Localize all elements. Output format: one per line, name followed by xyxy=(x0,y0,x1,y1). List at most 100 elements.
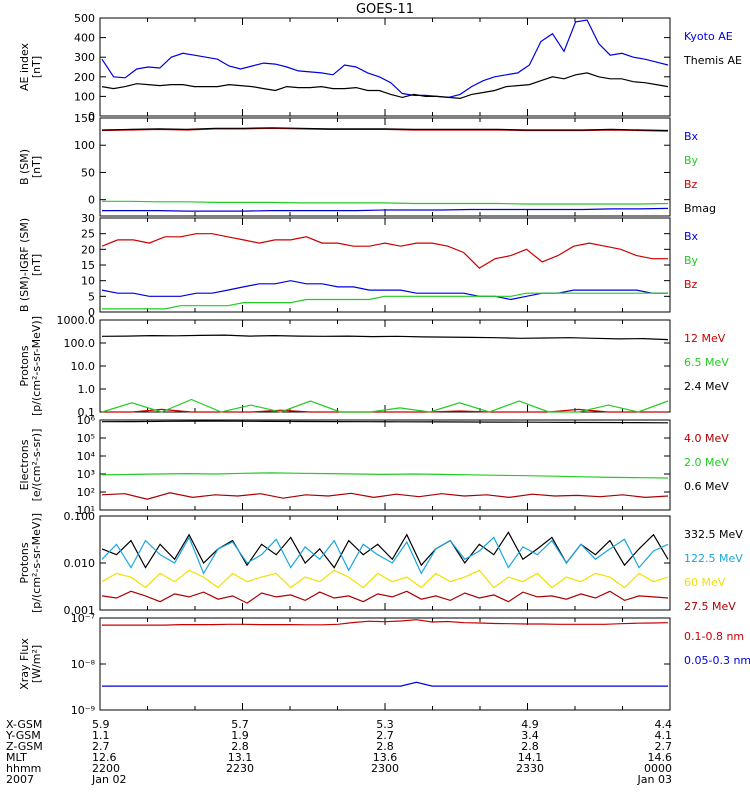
x-row-value: Jan 02 xyxy=(91,773,126,786)
y-axis-label-line: Protons xyxy=(18,542,31,583)
legend-entry: By xyxy=(684,154,699,167)
y-tick-label: 0 xyxy=(88,306,95,319)
x-row-value: 2.8 xyxy=(521,740,539,753)
y-axis-label: Protons[p/(cm²-s-sr-MeV)] xyxy=(18,316,43,416)
x-row-value: 0000 xyxy=(644,762,672,775)
legend-entry: Bx xyxy=(684,230,699,243)
x-row-value: 5.9 xyxy=(92,718,110,731)
y-axis-label: AE index[nT] xyxy=(18,42,43,91)
x-row-value: 3.4 xyxy=(521,729,539,742)
y-tick-label: 200 xyxy=(74,71,95,84)
y-tick-label: 0.001 xyxy=(64,604,96,617)
y-axis-label-line: [W/m²] xyxy=(30,645,43,683)
series-line-60-mev xyxy=(101,569,669,589)
legend-entry: 27.5 MeV xyxy=(684,600,736,613)
y-tick-label: 10¹ xyxy=(77,504,95,517)
panel-2: 0 50 100 150 B (SM)[nT] Bx By Bz Bmag xyxy=(18,112,716,217)
series-line-themis-ae xyxy=(101,72,669,100)
y-tick-label: 25 xyxy=(81,228,95,241)
y-axis-label-line: [e/(cm²-s-sr)] xyxy=(30,429,43,502)
y-tick-label: 10² xyxy=(77,486,95,499)
x-row-value: 2.7 xyxy=(376,729,394,742)
y-axis-label-line: [nT] xyxy=(30,156,43,178)
panel-6: 0.001 0.010 0.100 Protons[p/(cm²-s-sr-MeV)]… xyxy=(18,510,743,617)
y-axis-label: Protons[p/(cm²-s-sr-MeV)] xyxy=(18,513,43,613)
y-tick-label: 10⁻⁹ xyxy=(71,704,95,717)
figure-title: GOES-11 xyxy=(356,2,414,17)
series-line-6-5-mev xyxy=(101,398,669,413)
series-line-12-mev xyxy=(102,408,668,413)
x-row-value: 12.6 xyxy=(92,751,117,764)
x-row-value: 4.1 xyxy=(655,729,673,742)
x-row-label: 2007 xyxy=(6,773,34,786)
x-axis-table: X-GSM 5.9 5.7 5.3 4.9 4.4 Y-GSM 1.1 1.9 2.7 3.4 4.1… xyxy=(5,718,672,786)
panel-frame xyxy=(99,217,671,313)
y-tick-label: 50 xyxy=(81,166,95,179)
x-row-value: 2.8 xyxy=(376,740,394,753)
series-line-332-5-mev xyxy=(101,531,669,569)
y-tick-label: 10 xyxy=(81,275,95,288)
series-line-2-0-mev xyxy=(101,472,669,479)
legend-entry: Themis AE xyxy=(683,54,742,67)
y-tick-label: 100 xyxy=(74,139,95,152)
panel-5: 10¹ 10² 10³ 10⁴ 10⁵ 10⁶ Electrons[e/(cm²-s-sr)… xyxy=(18,414,729,517)
legend-entry: 332.5 MeV xyxy=(684,528,743,541)
y-tick-label: 1.0 xyxy=(78,383,96,396)
x-row-value: Jan 03 xyxy=(637,773,672,786)
legend-entry: 6.5 MeV xyxy=(684,356,729,369)
panel-frame xyxy=(99,319,671,413)
y-axis-label-line: Protons xyxy=(18,345,31,386)
x-row-value: 2330 xyxy=(516,762,544,775)
x-row-label: MLT xyxy=(6,751,27,764)
y-tick-label: 500 xyxy=(74,12,95,25)
legend-entry: 0.05-0.3 nm xyxy=(684,654,750,667)
y-tick-label: 10⁻⁸ xyxy=(71,658,96,671)
y-tick-label: 20 xyxy=(81,243,95,256)
y-tick-label: 10⁶ xyxy=(77,414,96,427)
series-line-4-0-mev xyxy=(101,492,669,500)
y-tick-label: 15 xyxy=(81,259,95,272)
panel-4: 0.1 1.0 10.0 100.0 1000.0 Protons[p/(cm²-s-sr… xyxy=(18,314,729,419)
legend-entry: 122.5 MeV xyxy=(684,552,743,565)
series-line-bz xyxy=(101,233,668,269)
panel-3: 0 5 10 15 20 25 30 B (SM)-IGRF (SM)[nT] Bx By Bz xyxy=(18,212,699,319)
y-tick-label: 100.0 xyxy=(64,337,96,350)
x-row-value: 2.7 xyxy=(92,740,110,753)
legend-entry: Bz xyxy=(684,178,698,191)
legend-entry: 2.4 MeV xyxy=(684,380,729,393)
legend-entry: 12 MeV xyxy=(684,332,726,345)
series-line-0-05-0-3-nm xyxy=(102,681,668,687)
x-row-value: 14.1 xyxy=(518,751,543,764)
y-axis-label: B (SM)[nT] xyxy=(18,149,43,185)
y-tick-label: 300 xyxy=(74,51,95,64)
panel-frame xyxy=(99,17,671,117)
y-axis-label-line: B (SM) xyxy=(18,149,31,185)
legend-entry: 4.0 MeV xyxy=(684,432,729,445)
x-row-value: 2200 xyxy=(92,762,120,775)
x-row-label: Z-GSM xyxy=(6,740,43,753)
series-line-2-4-mev xyxy=(101,334,669,341)
legend-entry: Bz xyxy=(684,278,698,291)
x-row-value: 2.8 xyxy=(231,740,249,753)
y-tick-label: 150 xyxy=(74,112,95,125)
series-line-122-5-mev xyxy=(101,536,669,575)
x-row-value: 2300 xyxy=(371,762,399,775)
y-tick-label: 100 xyxy=(74,90,95,103)
y-tick-label: 10.0 xyxy=(71,360,96,373)
x-row-value: 13.1 xyxy=(228,751,253,764)
series-line-bx xyxy=(101,280,668,301)
y-axis-label-line: AE index xyxy=(18,42,31,91)
series-line-bx xyxy=(102,207,669,212)
x-row-label: hhmm xyxy=(6,762,41,775)
legend-entry: Bx xyxy=(684,130,699,143)
y-axis-label: B (SM)-IGRF (SM)[nT] xyxy=(18,218,43,312)
series-line-kyoto-ae xyxy=(101,19,669,99)
series-line-by xyxy=(102,200,669,205)
y-tick-label: 10⁴ xyxy=(77,450,96,463)
legend-entry: 2.0 MeV xyxy=(684,456,729,469)
y-tick-label: 0 xyxy=(88,194,95,207)
x-row-label: X-GSM xyxy=(6,718,42,731)
y-tick-label: 0.100 xyxy=(64,510,96,523)
panel-1: 0 100 200 300 400 500 AE index[nT] Kyoto AE Them… xyxy=(18,12,742,123)
